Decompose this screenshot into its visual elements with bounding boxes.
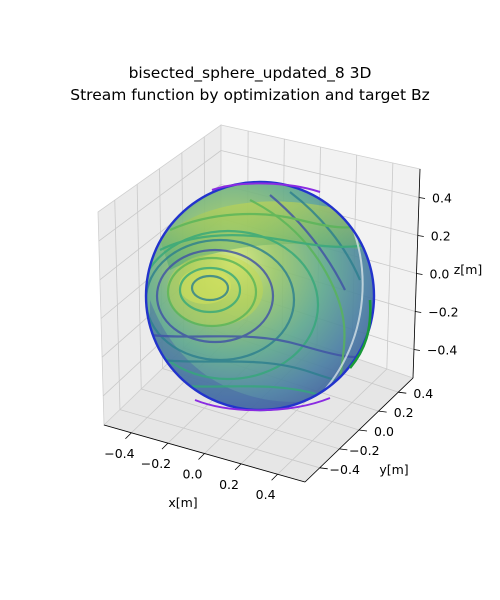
y-gridline	[141, 388, 340, 450]
chart-title: bisected_sphere_updated_8 3D	[128, 64, 372, 82]
y-tick-label: −0.2	[349, 443, 379, 458]
x-tick-label: 0.0	[183, 467, 203, 482]
x-tick-mark	[161, 442, 169, 450]
contour-line	[289, 191, 362, 281]
z-gridline	[220, 150, 420, 198]
z-tick-label: 0.2	[431, 229, 451, 244]
z-tick-mark	[417, 235, 424, 237]
y-tick-label: −0.4	[330, 462, 360, 477]
y-tick-label: 0.4	[413, 386, 433, 401]
contour-line	[190, 274, 230, 302]
y-tick-mark	[378, 410, 387, 413]
z-tick-mark	[413, 349, 421, 351]
y-tick-mark	[398, 391, 407, 394]
chart-subtitle: Stream function by optimization and targ…	[70, 86, 430, 104]
y-tick-mark	[319, 467, 328, 470]
y-tick-label: 0.2	[394, 405, 414, 420]
contour-line	[269, 194, 346, 291]
contour-line	[146, 238, 296, 362]
z-tick-mark	[418, 197, 426, 199]
x-axis-label: x[m]	[168, 495, 197, 510]
x-tick-mark	[234, 463, 242, 471]
y-gridline	[119, 409, 320, 469]
x-tick-mark	[198, 453, 205, 460]
z-tick-mark	[416, 273, 423, 275]
sphere-surface	[144, 180, 376, 412]
z-tick-label: −0.2	[428, 305, 458, 320]
x-tick-label: 0.2	[219, 477, 239, 492]
z-tick-label: 0.4	[432, 191, 452, 206]
y-axis-label: y[m]	[379, 462, 408, 477]
y-tick-label: 0.0	[374, 424, 394, 439]
x-tick-mark	[271, 473, 278, 481]
contour-line	[155, 248, 275, 344]
z-tick-mark	[415, 311, 422, 313]
z-tick-label: −0.4	[427, 343, 457, 358]
x-tick-label: −0.4	[104, 446, 134, 461]
contour-line	[159, 234, 371, 251]
x-tick-label: 0.4	[256, 487, 276, 502]
y-tick-mark	[358, 429, 368, 432]
contour-line	[178, 266, 242, 314]
contour-line	[169, 212, 366, 232]
contour-line	[146, 229, 320, 381]
z-tick-label: 0.0	[430, 267, 450, 282]
contour-line	[166, 256, 258, 328]
x-tick-mark	[125, 432, 132, 440]
y-tick-mark	[339, 448, 348, 451]
x-tick-label: −0.2	[141, 456, 171, 471]
z-gridline-left	[98, 150, 222, 242]
z-axis-label: z[m]	[454, 262, 483, 277]
